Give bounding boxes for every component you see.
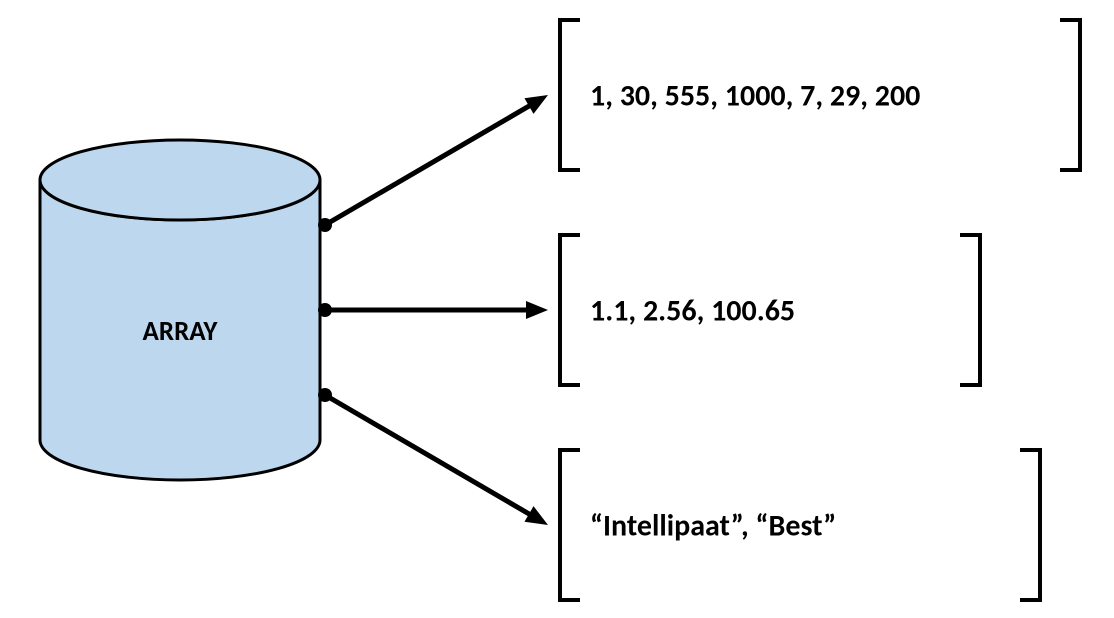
array-cylinder-label: ARRAY (143, 315, 219, 348)
array-example-2-text: “Intellipaat”, “Best” (590, 508, 836, 545)
array-cylinder: ARRAY (40, 140, 320, 480)
array-diagram: ARRAY 1, 30, 555, 1000, 7, 29, 200 1.1, 2.… (0, 0, 1114, 618)
array-example-0-text: 1, 30, 555, 1000, 7, 29, 200 (590, 78, 920, 115)
array-example-1-text: 1.1, 2.56, 100.65 (590, 293, 795, 330)
